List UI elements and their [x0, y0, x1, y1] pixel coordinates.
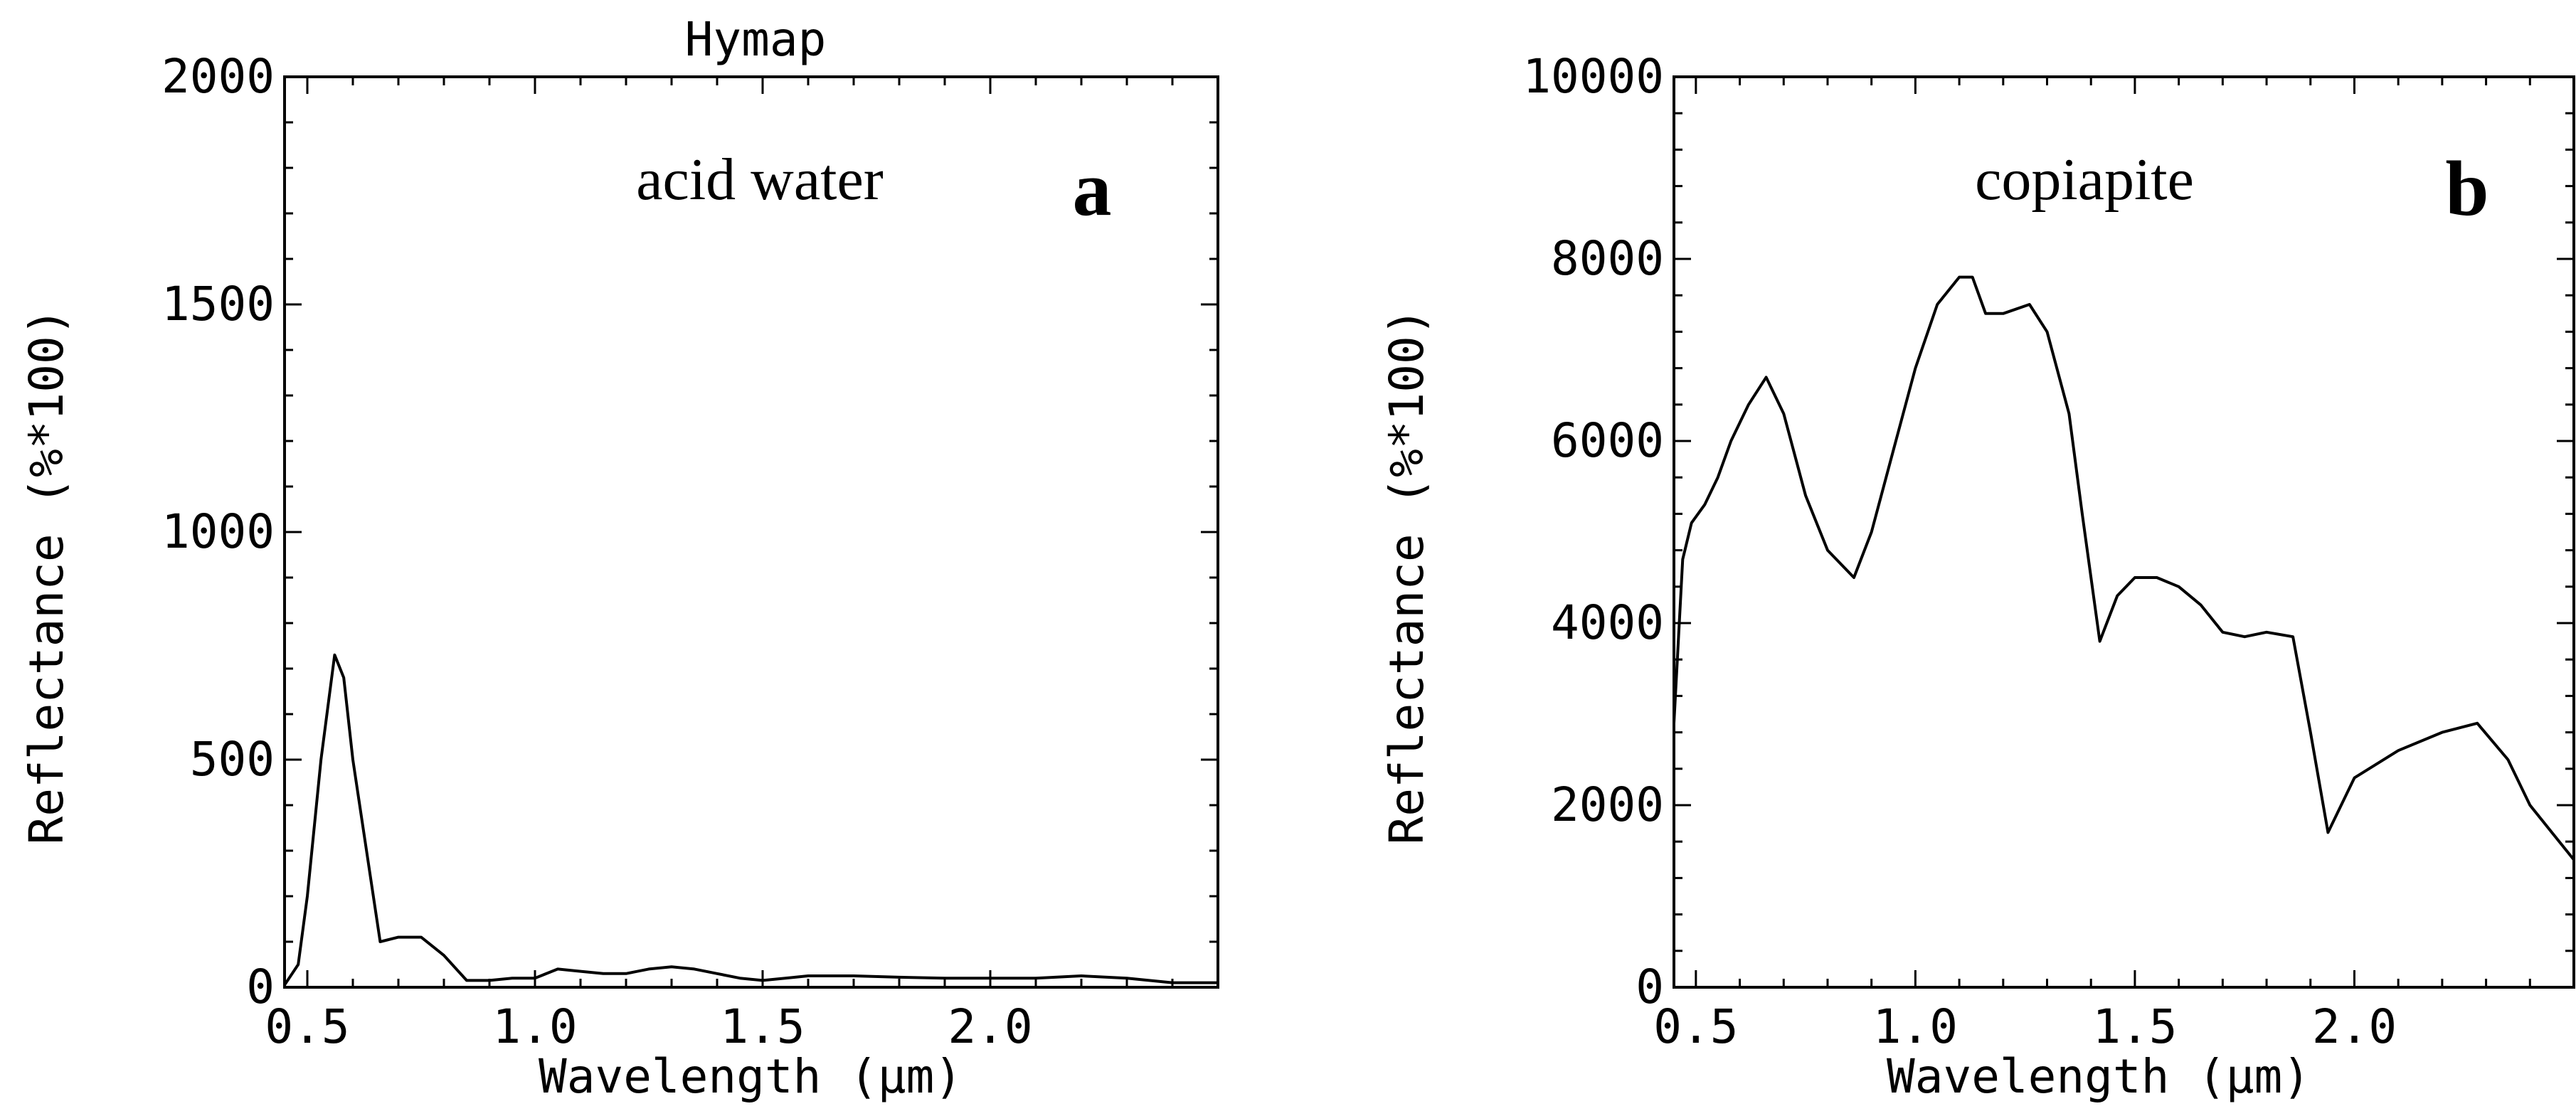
- series-line: [1673, 275, 2575, 861]
- x-tick-label: 2.0: [948, 999, 1032, 1054]
- chart-panel-a: Hymap acid water a Wavelength (μm) Refle…: [19, 12, 1219, 1104]
- y-tick-label: 4000: [1551, 595, 1664, 650]
- x-tick-label: 1.5: [2092, 999, 2177, 1054]
- panel-label: a: [1073, 145, 1112, 232]
- y-tick-label: 6000: [1551, 413, 1664, 468]
- chart-panel-b: copiapite b Wavelength (μm) Reflectance …: [1379, 49, 2575, 1104]
- panel-label: b: [2445, 145, 2488, 232]
- annotation-label: copiapite: [1975, 147, 2194, 213]
- chart-title: Hymap: [685, 12, 827, 67]
- y-tick-label: 0: [1636, 960, 1664, 1014]
- y-tick-label: 0: [246, 960, 275, 1014]
- y-tick-label: 10000: [1522, 49, 1664, 104]
- x-tick-label: 2.0: [2312, 999, 2397, 1054]
- y-tick-label: 8000: [1551, 231, 1664, 286]
- x-tick-label: 1.0: [1873, 999, 1958, 1054]
- x-tick-label: 0.5: [265, 999, 349, 1054]
- x-tick-label: 1.0: [492, 999, 577, 1054]
- y-tick-label: 500: [190, 732, 275, 787]
- y-axis-title: Reflectance (%*100): [19, 308, 74, 845]
- annotation-label: acid water: [636, 147, 883, 213]
- plot-frame: [1673, 75, 2575, 989]
- y-tick-label: 2000: [161, 49, 275, 104]
- x-tick-label: 0.5: [1653, 999, 1738, 1054]
- y-tick-label: 1500: [161, 277, 275, 331]
- x-axis-title: Wavelength (μm): [539, 1049, 963, 1104]
- y-axis-title: Reflectance (%*100): [1379, 308, 1434, 845]
- series-line: [283, 653, 1218, 986]
- x-tick-label: 1.5: [720, 999, 805, 1054]
- y-tick-label: 1000: [161, 504, 275, 559]
- x-axis-title: Wavelength (μm): [1887, 1049, 2311, 1104]
- y-tick-label: 2000: [1551, 777, 1664, 832]
